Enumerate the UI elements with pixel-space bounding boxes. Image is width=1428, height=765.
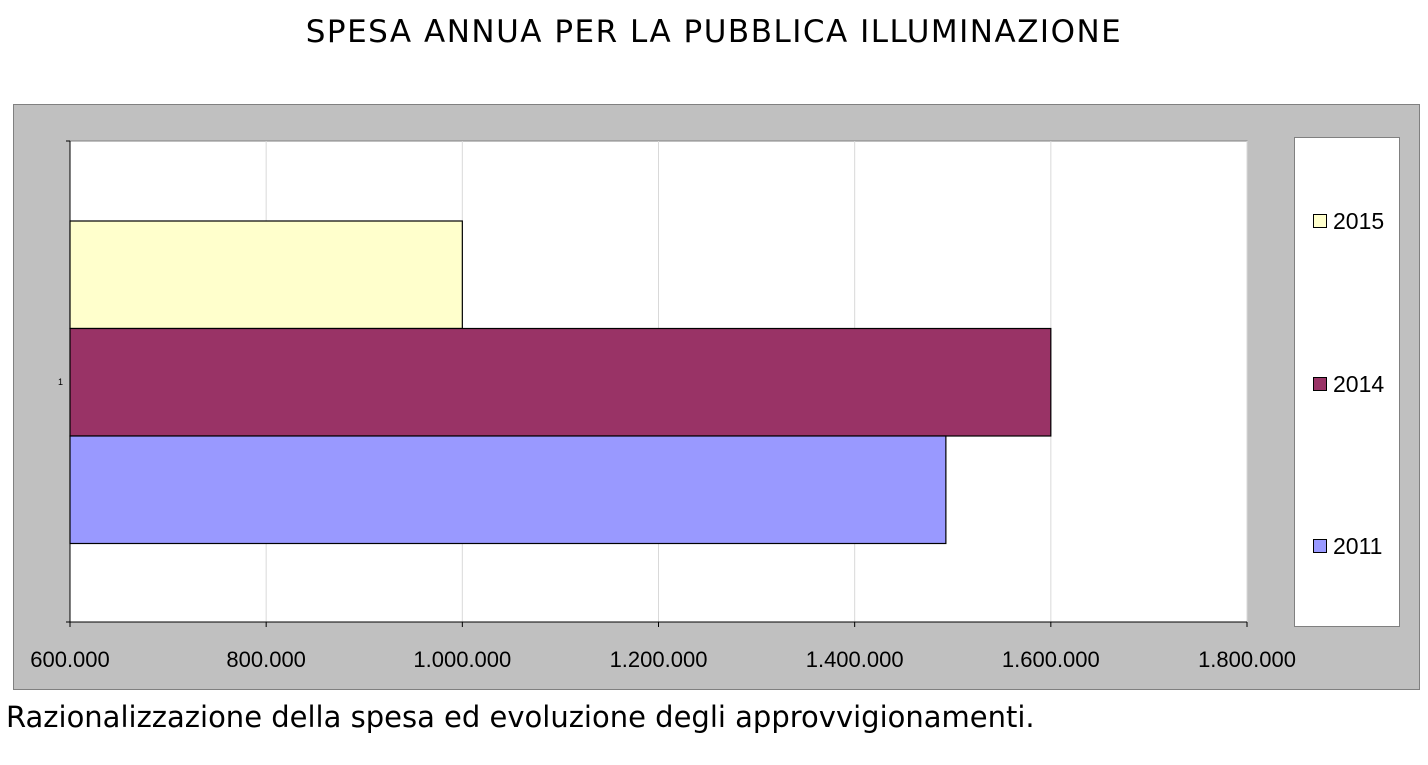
- legend-item-2014: 2014: [1313, 371, 1384, 397]
- bar-2015: [69, 220, 463, 330]
- legend-swatch: [1313, 377, 1327, 391]
- legend-label: 2015: [1333, 207, 1385, 234]
- legend-swatch: [1313, 214, 1327, 228]
- legend-label: 2014: [1333, 370, 1385, 397]
- x-tick-label: 1.600.000: [1002, 647, 1100, 672]
- bar-2014: [69, 327, 1052, 437]
- y-category-label: 1: [58, 377, 63, 387]
- x-tick-label: 800.000: [226, 647, 306, 672]
- legend-item-2011: 2011: [1313, 533, 1382, 559]
- legend: 2015 2014 2011: [1294, 137, 1400, 627]
- bars: [69, 220, 1052, 545]
- legend-item-2015: 2015: [1313, 208, 1384, 234]
- x-tick-label: 1.000.000: [413, 647, 511, 672]
- x-tick-label: 1.200.000: [610, 647, 708, 672]
- legend-label: 2011: [1333, 532, 1383, 559]
- x-tick-label: 600.000: [30, 647, 110, 672]
- chart-title: SPESA ANNUA PER LA PUBBLICA ILLUMINAZION…: [305, 14, 1123, 50]
- x-tick-label: 1.800.000: [1198, 647, 1296, 672]
- x-axis-ticks: 600.000 800.000 1.000.000 1.200.000 1.400.00…: [30, 622, 1296, 672]
- x-tick-label: 1.400.000: [806, 647, 904, 672]
- bar-2011: [69, 435, 947, 545]
- legend-swatch: [1313, 539, 1327, 553]
- footer-caption: Razionalizzazione della spesa ed evoluzi…: [6, 700, 1035, 734]
